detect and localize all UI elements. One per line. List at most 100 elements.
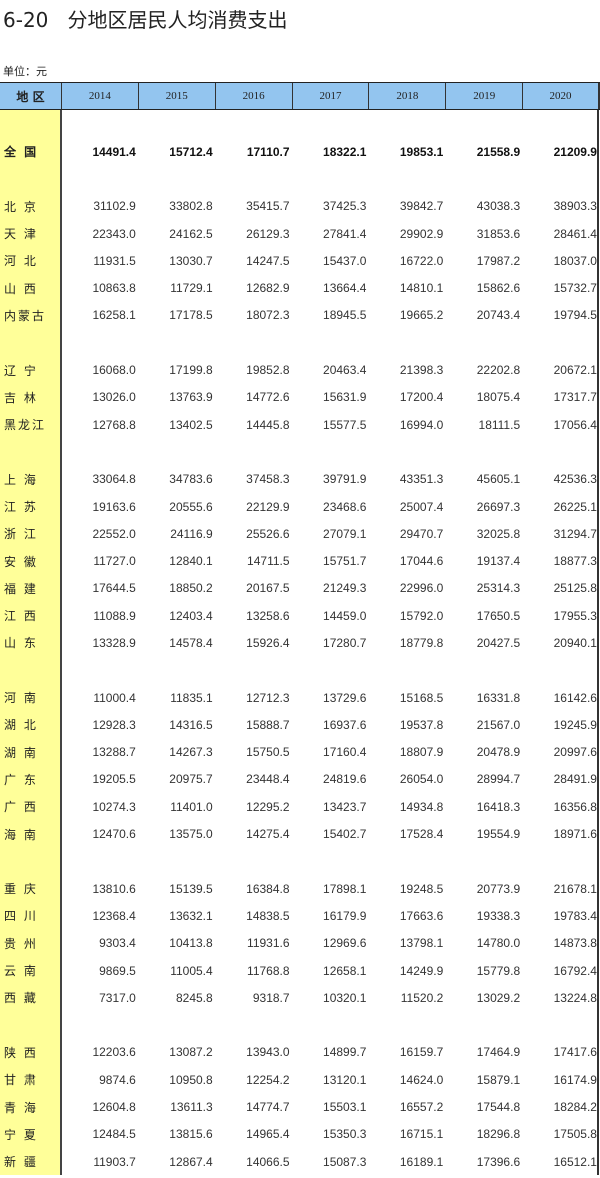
value-cell: 12604.8: [92, 1100, 136, 1115]
value-cell: 32025.8: [476, 526, 521, 541]
value-cell: 14711.5: [247, 554, 290, 569]
value-cell: 19794.5: [553, 308, 597, 323]
value-cell: 21398.3: [399, 363, 444, 378]
table-row: 山 西 10863.8 11729.1 12682.9 13664.4 14810.1 15…: [0, 274, 600, 301]
value-cell: 11520.2: [400, 990, 444, 1005]
row-spacer: [0, 1012, 600, 1039]
table-row: 辽 宁 16068.0 17199.8 19852.8 20463.4 21398.3 22…: [0, 356, 600, 383]
value-cell: 15792.0: [399, 608, 444, 623]
value-cell: 12867.4: [169, 1154, 213, 1169]
value-cell: 16722.0: [399, 253, 444, 268]
value-cell: 14316.5: [169, 717, 213, 732]
value-cell: 24162.5: [169, 226, 213, 241]
value-cell: 20975.7: [169, 772, 213, 787]
value-cell: 17987.2: [476, 253, 521, 268]
table-row: 贵 州 9303.4 10413.8 11931.6 12969.6 13798.1 147…: [0, 930, 600, 957]
value-cell: 13423.7: [323, 799, 367, 814]
value-cell: 20555.6: [169, 499, 213, 514]
table-row: 上 海 33064.8 34783.6 37458.3 39791.9 43351.3 45…: [0, 466, 600, 493]
value-cell: 12295.2: [246, 799, 290, 814]
value-cell: 17178.5: [169, 308, 213, 323]
value-cell: 14838.5: [246, 908, 290, 923]
table-row: 河 北 11931.5 13030.7 14247.5 15437.0 16722.0 17…: [0, 247, 600, 274]
value-cell: 13026.0: [92, 390, 136, 405]
value-cell: 16331.8: [476, 690, 521, 705]
region-cell: 北 京: [4, 199, 38, 214]
value-cell: 26129.3: [246, 226, 290, 241]
value-cell: 13029.2: [476, 990, 521, 1005]
table-row: 湖 南 13288.7 14267.3 15750.5 17160.4 18807.9 20…: [0, 739, 600, 766]
value-cell: 13030.7: [169, 253, 213, 268]
value-cell: 17199.8: [169, 363, 213, 378]
value-cell: 25007.4: [399, 499, 444, 514]
value-cell: 13575.0: [169, 827, 213, 842]
region-cell: 广 东: [4, 772, 38, 787]
value-cell: 18779.8: [399, 635, 444, 650]
region-cell: 云 南: [4, 964, 38, 979]
value-cell: 14873.8: [553, 936, 597, 951]
region-cell: 安 徽: [4, 554, 38, 569]
value-cell: 24819.6: [323, 772, 367, 787]
value-cell: 15926.4: [246, 635, 290, 650]
value-cell: 21249.3: [323, 581, 367, 596]
value-cell: 11088.9: [93, 608, 136, 623]
header-year: 2020: [523, 83, 600, 109]
value-cell: 39842.7: [399, 199, 444, 214]
value-cell: 17644.5: [92, 581, 136, 596]
region-cell: 福 建: [4, 581, 38, 596]
value-cell: 13328.9: [92, 635, 136, 650]
value-cell: 9318.7: [252, 990, 290, 1005]
value-cell: 17317.7: [553, 390, 597, 405]
value-cell: 19554.9: [476, 827, 521, 842]
value-cell: 9869.5: [99, 963, 136, 978]
value-cell: 10274.3: [92, 799, 136, 814]
region-cell: 西 藏: [4, 991, 38, 1006]
value-cell: 17110.7: [246, 144, 290, 159]
value-cell: 37425.3: [323, 199, 367, 214]
table-row: 天 津 22343.0 24162.5 26129.3 27841.4 29902.9 31…: [0, 220, 600, 247]
region-cell: 广 西: [4, 800, 38, 815]
value-cell: 15779.8: [476, 963, 521, 978]
table-row: 湖 北 12928.3 14316.5 15888.7 16937.6 19537.8 21…: [0, 711, 600, 738]
value-cell: 22202.8: [476, 363, 521, 378]
table-row-national: 全 国 14491.4 15712.4 17110.7 18322.1 1985…: [0, 138, 600, 165]
value-cell: 12682.9: [246, 281, 290, 296]
value-cell: 43038.3: [476, 199, 521, 214]
region-cell: 辽 宁: [4, 363, 38, 378]
value-cell: 15732.7: [553, 281, 597, 296]
value-cell: 18296.8: [476, 1127, 521, 1142]
region-cell: 河 南: [4, 691, 38, 706]
row-spacer: [0, 329, 600, 356]
value-cell: 12203.6: [92, 1045, 136, 1060]
value-cell: 23448.4: [246, 772, 290, 787]
value-cell: 17200.4: [399, 390, 444, 405]
value-cell: 21209.9: [553, 144, 597, 159]
value-cell: 18807.9: [399, 745, 444, 760]
value-cell: 13402.5: [169, 417, 213, 432]
value-cell: 16384.8: [246, 881, 290, 896]
value-cell: 16792.4: [553, 963, 597, 978]
row-spacer: [0, 110, 600, 138]
value-cell: 31853.6: [476, 226, 521, 241]
value-cell: 19537.8: [399, 717, 444, 732]
value-cell: 27841.4: [323, 226, 367, 241]
table-row: 西 藏 7317.0 8245.8 9318.7 10320.1 11520.2 13029…: [0, 984, 600, 1011]
value-cell: 14774.7: [246, 1100, 290, 1115]
value-cell: 20167.5: [246, 581, 290, 596]
value-cell: 13729.6: [323, 690, 367, 705]
region-cell: 青 海: [4, 1100, 38, 1115]
value-cell: 11835.1: [170, 690, 213, 705]
value-cell: 15862.6: [476, 281, 521, 296]
value-cell: 19665.2: [399, 308, 444, 323]
value-cell: 11005.4: [170, 963, 213, 978]
value-cell: 22343.0: [92, 226, 136, 241]
table-row: 河 南 11000.4 11835.1 12712.3 13729.6 15168.5 16…: [0, 684, 600, 711]
value-cell: 15437.0: [323, 253, 367, 268]
value-cell: 16258.1: [92, 308, 136, 323]
value-cell: 21678.1: [553, 881, 597, 896]
table-row: 山 东 13328.9 14578.4 15926.4 17280.7 18779.8 20…: [0, 629, 600, 656]
value-cell: 16174.9: [553, 1072, 597, 1087]
value-cell: 18284.2: [553, 1100, 597, 1115]
value-cell: 21558.9: [476, 144, 521, 159]
region-cell: 重 庆: [4, 882, 38, 897]
